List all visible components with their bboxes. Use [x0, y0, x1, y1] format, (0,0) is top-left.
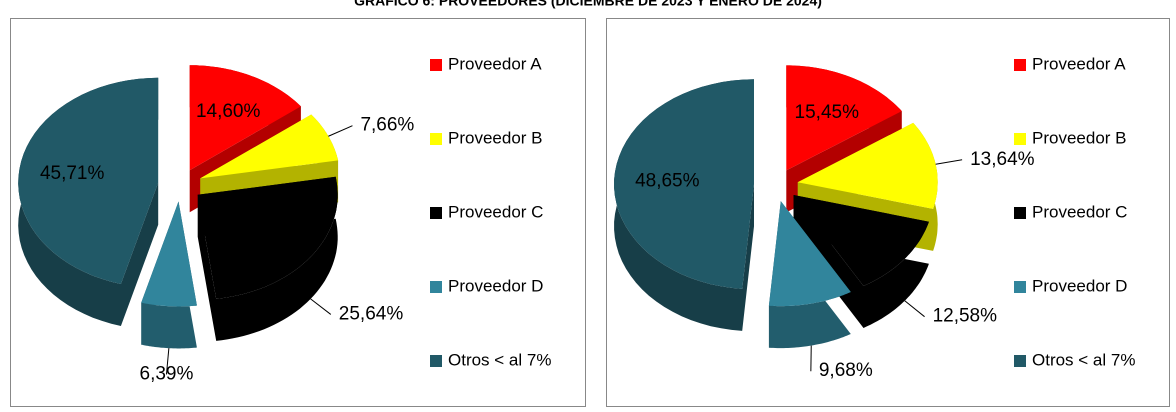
legend-label: Otros < al 7% [448, 350, 551, 369]
data-label: 12,58% [933, 306, 998, 327]
leader-line [311, 299, 331, 315]
legend-swatch [430, 133, 442, 145]
leader-line [905, 301, 925, 317]
legend-label: Proveedor A [1032, 54, 1126, 73]
legend-label: Proveedor C [1032, 202, 1127, 221]
legend-swatch [430, 281, 442, 293]
leader-line [936, 160, 962, 164]
legend-swatch [430, 59, 442, 71]
legend-swatch [1014, 59, 1026, 71]
data-label: 13,64% [970, 149, 1035, 170]
data-label: 14,60% [196, 101, 261, 122]
legend-label: Proveedor D [448, 276, 543, 295]
legend-label: Proveedor C [448, 202, 543, 221]
legend-swatch [1014, 133, 1026, 145]
legend-swatch [1014, 355, 1026, 367]
data-label: 48,65% [635, 171, 700, 192]
data-label: 25,64% [339, 303, 404, 324]
legend-label: Proveedor D [1032, 276, 1127, 295]
legend-swatch [430, 207, 442, 219]
figure-title: GRÁFICO 6: PROVEEDORES (DICIEMBRE DE 202… [354, 0, 822, 9]
data-label: 9,68% [819, 360, 873, 381]
legend-label: Proveedor B [448, 128, 543, 147]
data-label: 15,45% [795, 102, 860, 123]
legend-swatch [1014, 207, 1026, 219]
legend-label: Otros < al 7% [1032, 350, 1135, 369]
legend-swatch [430, 355, 442, 367]
data-label: 6,39% [140, 363, 194, 384]
legend-label: Proveedor A [448, 54, 542, 73]
leader-line [328, 126, 352, 137]
data-label: 45,71% [40, 163, 105, 184]
legend-swatch [1014, 281, 1026, 293]
data-label: 7,66% [360, 115, 414, 136]
legend-label: Proveedor B [1032, 128, 1127, 147]
